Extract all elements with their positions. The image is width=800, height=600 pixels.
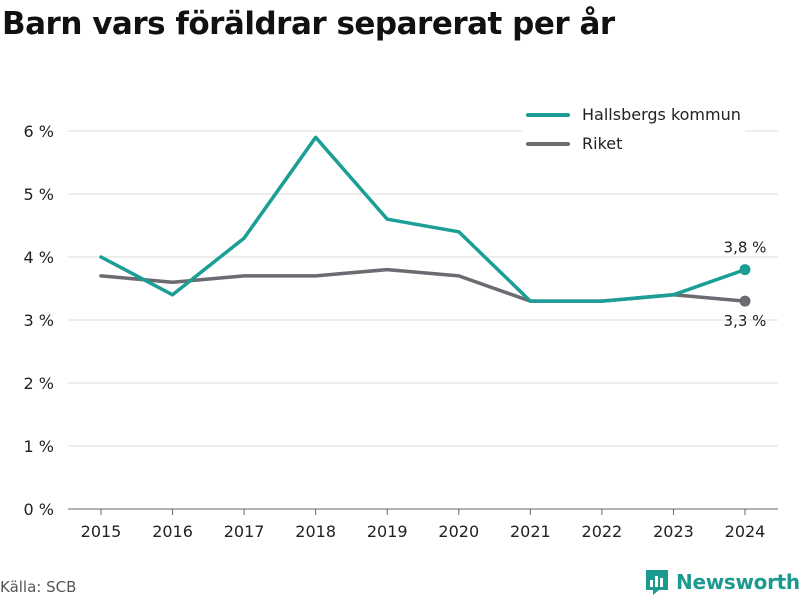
legend-label-riket: Riket [582, 134, 623, 153]
brand-logo[interactable]: Newsworthy [644, 568, 800, 596]
y-tick-label: 0 % [24, 500, 54, 519]
x-tick-label: 2021 [510, 522, 551, 541]
end-point-riket [739, 295, 751, 307]
series-line-hallsberg [99, 135, 747, 303]
brand-name: Newsworthy [676, 570, 800, 594]
x-axis-ticks: 2015 2016 2017 2018 2019 2020 2021 2022 2023 2024 [81, 509, 766, 541]
legend: Hallsbergs kommun Riket [522, 98, 745, 160]
end-label-hallsberg: 3,8 % [724, 239, 767, 257]
legend-item-hallsberg[interactable]: Hallsbergs kommun [526, 100, 741, 129]
x-tick-label: 2015 [81, 522, 122, 541]
end-point-hallsberg [739, 264, 751, 276]
x-tick-label: 2018 [295, 522, 336, 541]
y-tick-label: 4 % [24, 248, 54, 267]
legend-label-hallsberg: Hallsbergs kommun [582, 105, 741, 124]
x-tick-label: 2022 [582, 522, 623, 541]
x-tick-label: 2020 [438, 522, 479, 541]
x-tick-label: 2016 [152, 522, 193, 541]
y-tick-label: 6 % [24, 122, 54, 141]
newsworthy-logo-icon [646, 570, 668, 595]
y-tick-label: 3 % [24, 311, 54, 330]
legend-swatch-hallsberg [526, 112, 570, 117]
y-tick-label: 2 % [24, 374, 54, 393]
source-note: Källa: SCB [0, 578, 77, 596]
grid-lines [68, 130, 778, 510]
y-axis-ticks: 0 % 1 % 2 % 3 % 4 % 5 % 6 % [24, 122, 54, 519]
end-labels: 3,8 % 3,3 % [724, 239, 767, 331]
end-label-riket: 3,3 % [724, 312, 767, 330]
x-tick-label: 2024 [725, 522, 766, 541]
legend-item-riket[interactable]: Riket [526, 129, 741, 158]
x-tick-label: 2023 [653, 522, 694, 541]
x-tick-label: 2019 [367, 522, 408, 541]
y-tick-label: 5 % [24, 185, 54, 204]
series-lines [99, 135, 751, 307]
chart-title: Barn vars föräldrar separerat per år [2, 6, 615, 42]
y-tick-label: 1 % [24, 437, 54, 456]
legend-swatch-riket [526, 141, 570, 146]
x-tick-label: 2017 [224, 522, 265, 541]
